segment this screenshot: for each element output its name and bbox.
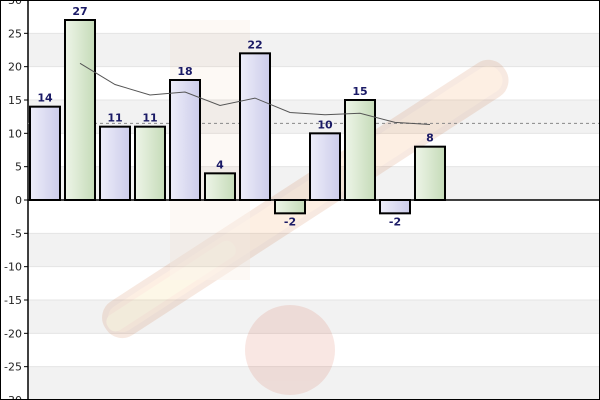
data-label: 8 <box>426 132 434 145</box>
grid-band <box>28 233 600 267</box>
bar <box>134 125 166 201</box>
y-tick-label: -25 <box>4 361 22 374</box>
bar <box>309 132 341 201</box>
y-tick-label: 15 <box>8 94 22 107</box>
y-tick-label: 5 <box>15 161 22 174</box>
y-tick-label: 10 <box>8 127 22 140</box>
bar <box>239 52 271 202</box>
data-label: 15 <box>352 85 367 98</box>
bar <box>379 199 411 215</box>
grid-band <box>28 366 600 400</box>
bars <box>29 19 446 215</box>
data-label: 18 <box>177 65 192 78</box>
y-tick-label: -5 <box>11 227 22 240</box>
grid-band <box>28 300 600 334</box>
bar <box>99 125 131 201</box>
y-tick-label: 0 <box>15 194 22 207</box>
bar <box>274 199 306 215</box>
data-labels: 14 27 11 11 18 4 22 -2 10 15 -2 8 <box>37 5 433 228</box>
bar <box>414 145 446 202</box>
y-tick-label: 25 <box>8 27 22 40</box>
data-label: 11 <box>107 112 122 125</box>
bar <box>64 19 96 201</box>
data-label: 10 <box>317 118 333 131</box>
data-label: 27 <box>72 5 87 18</box>
bar <box>204 172 236 201</box>
bar <box>344 99 376 201</box>
y-axis-ticks: 30 25 20 15 10 5 0 -5 -10 -15 -20 -25 -30 <box>4 0 28 400</box>
data-label: 4 <box>216 158 224 171</box>
bar <box>169 79 201 201</box>
y-tick-label: -30 <box>4 394 22 400</box>
y-tick-label: -20 <box>4 327 22 340</box>
y-tick-label: -15 <box>4 294 22 307</box>
grid-band <box>28 33 600 67</box>
data-label: 22 <box>247 38 262 51</box>
data-label: 11 <box>142 112 157 125</box>
data-label: -2 <box>389 215 401 228</box>
moving-average-line <box>79 62 431 125</box>
data-label: 14 <box>37 92 53 105</box>
y-tick-label: 20 <box>8 61 22 74</box>
y-tick-label: 30 <box>8 0 22 7</box>
data-label: -2 <box>284 215 296 228</box>
bar <box>29 105 61 201</box>
cricket-bat-watermark <box>102 20 509 395</box>
y-tick-label: -10 <box>4 261 22 274</box>
